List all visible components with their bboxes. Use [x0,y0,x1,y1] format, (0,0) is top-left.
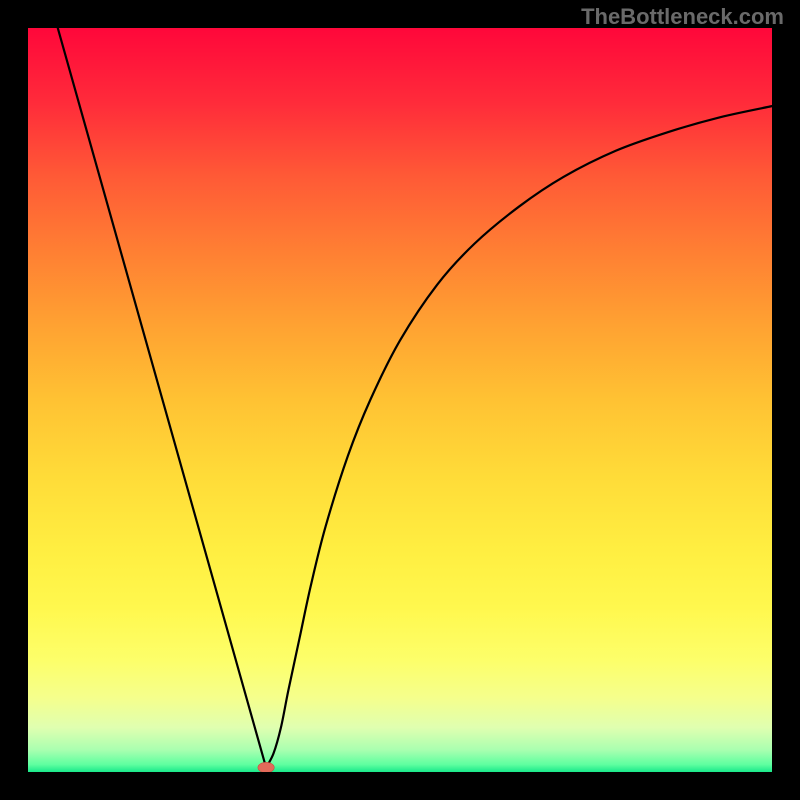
optimal-point-marker [258,762,274,772]
plot-background [28,28,772,772]
chart-svg [0,0,800,800]
chart-frame: TheBottleneck.com [0,0,800,800]
watermark-text: TheBottleneck.com [581,4,784,30]
